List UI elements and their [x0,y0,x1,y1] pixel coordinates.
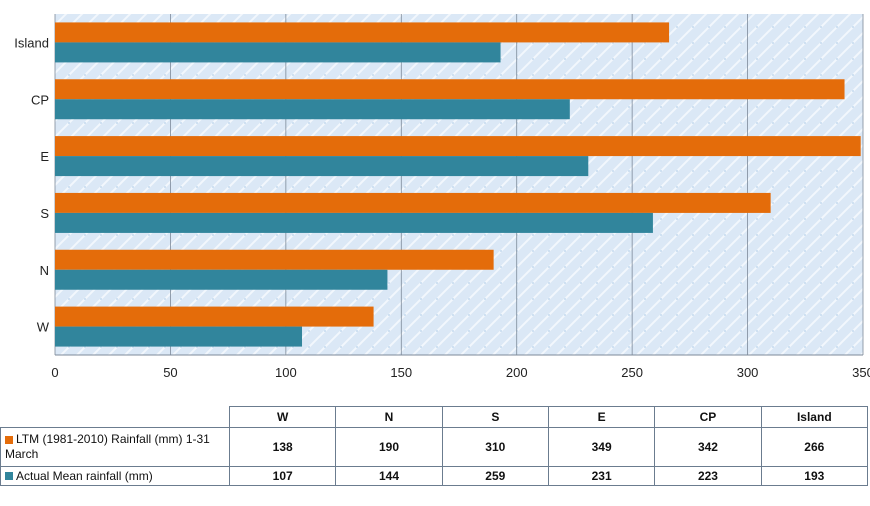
table-header-row: W N S E CP Island [1,406,869,428]
table-cell: 107 [228,466,337,486]
legend-label: LTM (1981-2010) Rainfall (mm) 1-31 March [5,432,210,461]
table-cell: 190 [335,427,443,467]
table-cell: 193 [760,466,869,486]
bar-chart: 0 50 100 150 200 250 300 350 W N S E CP Island [14,14,870,380]
y-tick-label: Island [14,35,49,50]
y-tick-label: CP [31,92,49,107]
y-tick-label: E [40,149,49,164]
bar-ltm-island [55,22,670,43]
table-header-cell: S [441,406,549,428]
table-cell: 231 [547,466,656,486]
table-row: Actual Mean rainfall (mm) 107 144 259 23… [0,466,869,486]
table-cell: 349 [547,427,656,467]
table-header-cell: CP [654,406,762,428]
data-table: W N S E CP Island LTM (1981-2010) Rainfa… [0,406,869,486]
y-tick-label: W [37,320,50,335]
table-cell: 223 [654,466,762,486]
bar-ltm-w [55,306,374,327]
table-cell: 144 [335,466,443,486]
bar-ltm-n [55,249,494,270]
bar-ltm-s [55,192,771,213]
table-cell: 310 [441,427,549,467]
table-corner [1,407,230,428]
table-header-cell: Island [760,406,869,428]
table-cell: 266 [760,427,869,467]
table-header-cell: W [228,406,337,428]
table-cell: 259 [441,466,549,486]
legend-entry-actual: Actual Mean rainfall (mm) [0,466,230,486]
table-cell: 342 [654,427,762,467]
y-tick-label: N [40,263,49,278]
bar-actual-n [55,269,388,290]
x-tick-label: 0 [51,365,58,380]
x-tick-label: 350 [852,365,870,380]
table-row: LTM (1981-2010) Rainfall (mm) 1-31 March… [0,427,869,467]
legend-swatch-actual [5,472,13,481]
table-header-cell: N [335,406,443,428]
chart-area: 0 50 100 150 200 250 300 350 W N S E CP Island [14,14,870,380]
plot-background [55,14,863,355]
x-tick-label: 150 [390,365,412,380]
x-tick-label: 300 [737,365,759,380]
y-tick-label: S [40,206,49,221]
bar-ltm-e [55,136,861,157]
legend-swatch-ltm [5,435,13,444]
x-tick-label: 250 [621,365,643,380]
bar-ltm-cp [55,79,845,100]
x-tick-label: 200 [506,365,528,380]
bar-actual-w [55,326,303,347]
legend-entry-ltm: LTM (1981-2010) Rainfall (mm) 1-31 March [0,427,230,467]
bar-actual-cp [55,99,570,120]
table-header-cell: E [547,406,656,428]
bar-actual-island [55,42,501,63]
bar-actual-s [55,212,653,233]
x-tick-label: 50 [163,365,177,380]
legend-label: Actual Mean rainfall (mm) [16,468,153,483]
bar-actual-e [55,156,589,177]
x-tick-label: 100 [275,365,297,380]
table-cell: 138 [228,427,337,467]
